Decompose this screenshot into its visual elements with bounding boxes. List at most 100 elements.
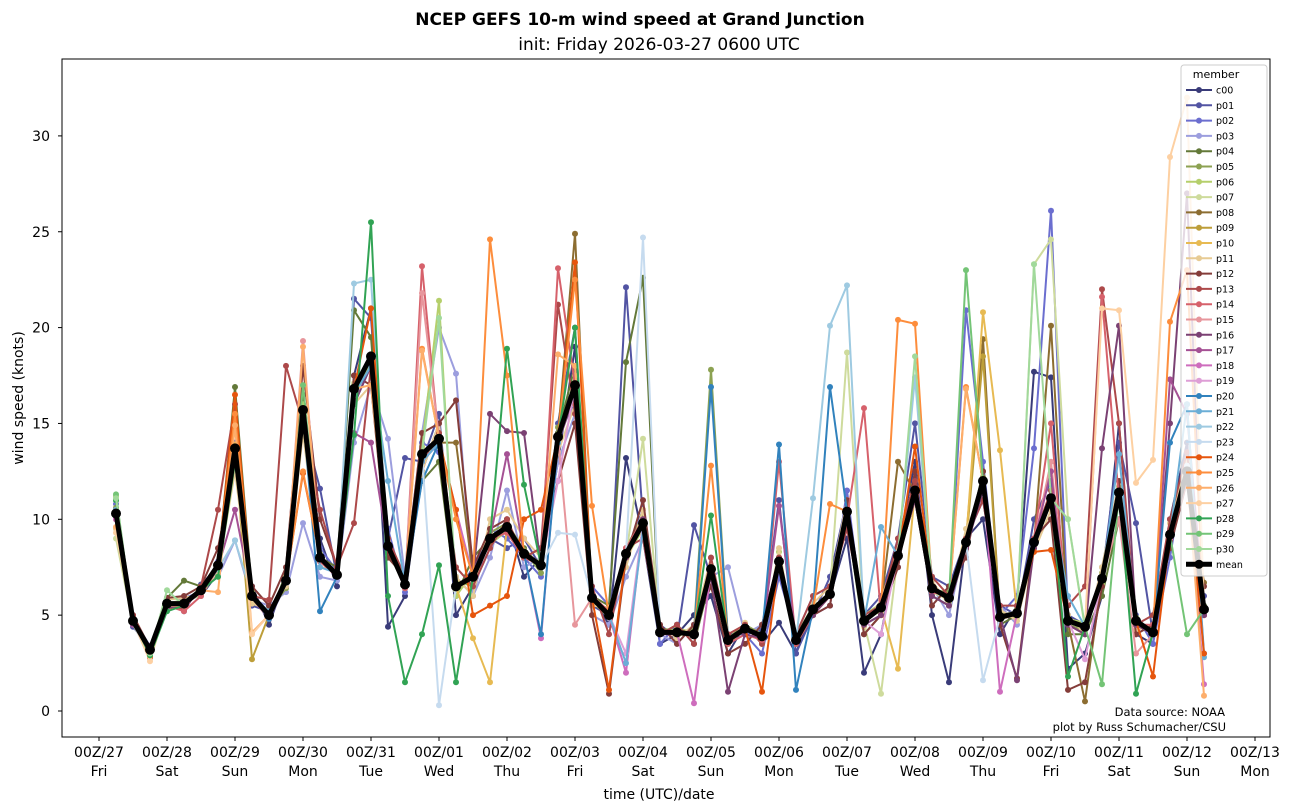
data-point-c00 [623, 455, 629, 461]
legend-item-p17: p17 [1186, 346, 1234, 357]
legend-marker [1196, 500, 1202, 507]
data-point-p02 [1031, 445, 1037, 452]
x-tick-label: 00Z/31 [346, 745, 396, 761]
data-point-p26 [555, 351, 561, 358]
data-point-mean [1029, 537, 1039, 548]
data-source-note: Data source: NOAA [1115, 705, 1225, 719]
x-tick-day-label: Sat [1108, 764, 1131, 780]
data-point-p26 [232, 422, 238, 429]
data-point-p28 [1133, 690, 1139, 697]
legend-label: p14 [1216, 300, 1234, 311]
data-point-p19 [555, 478, 561, 484]
data-point-mean [298, 405, 308, 415]
data-point-c00 [453, 612, 459, 619]
legend-marker [1196, 469, 1202, 476]
data-point-p16 [929, 593, 935, 599]
legend-label: p01 [1216, 101, 1234, 112]
data-point-p28 [572, 324, 578, 331]
data-point-mean [910, 485, 920, 496]
legend-item-p23: p23 [1186, 437, 1234, 448]
data-point-mean [570, 380, 580, 391]
data-point-p24 [470, 612, 476, 619]
data-point-p30 [113, 495, 119, 502]
x-tick-label: 00Z/12 [1162, 745, 1212, 761]
data-point-p29 [963, 267, 969, 274]
data-point-p15 [1133, 650, 1139, 657]
data-point-p08 [1048, 322, 1054, 329]
data-point-mean [434, 433, 444, 444]
legend-item-p04: p04 [1186, 147, 1234, 158]
legend-marker [1196, 484, 1202, 491]
data-point-mean [502, 522, 512, 532]
legend-marker [1196, 148, 1202, 155]
data-point-mean [655, 627, 665, 638]
legend-item-p10: p10 [1186, 239, 1234, 250]
legend-label: p24 [1216, 453, 1234, 464]
legend: member c00 p01 p02 p03 p04 p05 p06 p07 p08 p09 p10… [1180, 64, 1268, 577]
data-point-p29 [1099, 681, 1105, 688]
data-point-c00 [1031, 368, 1037, 375]
legend-label: p30 [1216, 545, 1234, 556]
data-point-p27 [1099, 305, 1105, 312]
legend-item-p02: p02 [1186, 116, 1234, 127]
series-line-p17 [115, 378, 1205, 647]
data-point-mean [876, 602, 886, 613]
data-point-p15 [572, 621, 578, 628]
data-point-p29 [1184, 631, 1190, 638]
data-point-p17 [368, 439, 374, 446]
data-point-mean [774, 556, 784, 567]
data-point-p03 [300, 520, 306, 527]
legend-label: p27 [1216, 499, 1234, 510]
legend-item-p20: p20 [1186, 392, 1234, 403]
data-point-p21 [385, 478, 391, 484]
data-point-p12 [181, 593, 187, 599]
data-point-p16 [487, 410, 493, 417]
x-tick-label: 00Z/06 [754, 745, 804, 761]
data-point-p24 [232, 391, 238, 398]
data-point-p12 [1082, 679, 1088, 686]
y-tick-label: 15 [32, 416, 50, 432]
data-point-p12 [861, 631, 867, 638]
data-point-p22 [368, 276, 374, 283]
x-tick-day-label: Thu [493, 764, 520, 780]
data-point-mean [621, 548, 631, 559]
data-point-p28 [368, 219, 374, 226]
legend-marker [1196, 194, 1202, 201]
data-point-p01 [402, 455, 408, 461]
legend-label: p25 [1216, 468, 1234, 479]
x-tick-label: 00Z/09 [958, 745, 1008, 761]
data-point-p14 [1048, 420, 1054, 427]
data-point-p23 [555, 529, 561, 536]
data-point-mean [638, 518, 648, 529]
data-point-p11 [470, 593, 476, 599]
legend-label: mean [1216, 560, 1243, 571]
legend-label: p18 [1216, 361, 1234, 372]
data-point-p08 [895, 458, 901, 465]
data-point-mean [978, 476, 988, 486]
x-tick-label: 00Z/05 [686, 745, 736, 761]
data-point-p30 [164, 587, 170, 594]
data-point-mean [672, 627, 682, 638]
data-point-mean [553, 431, 563, 442]
data-point-mean [230, 443, 240, 454]
data-point-p25 [1167, 318, 1173, 325]
data-point-p18 [997, 688, 1003, 695]
data-point-p20 [793, 686, 799, 693]
legend-item-p16: p16 [1186, 330, 1234, 341]
y-tick-label: 5 [41, 608, 50, 624]
data-point-p02 [1048, 207, 1054, 214]
data-point-p24 [487, 602, 493, 609]
data-point-p28 [521, 481, 527, 488]
data-point-p21 [1116, 451, 1122, 458]
legend-marker [1196, 301, 1202, 308]
data-point-mean [757, 631, 767, 642]
data-point-p13 [691, 640, 697, 647]
x-tick-day-label: Sat [156, 764, 179, 780]
data-point-p13 [317, 506, 323, 513]
legend-item-p05: p05 [1186, 162, 1234, 173]
data-point-p14 [861, 405, 867, 412]
data-point-p13 [504, 516, 510, 523]
data-point-p28 [453, 679, 459, 686]
legend-marker [1196, 163, 1202, 170]
data-point-p24 [606, 686, 612, 693]
